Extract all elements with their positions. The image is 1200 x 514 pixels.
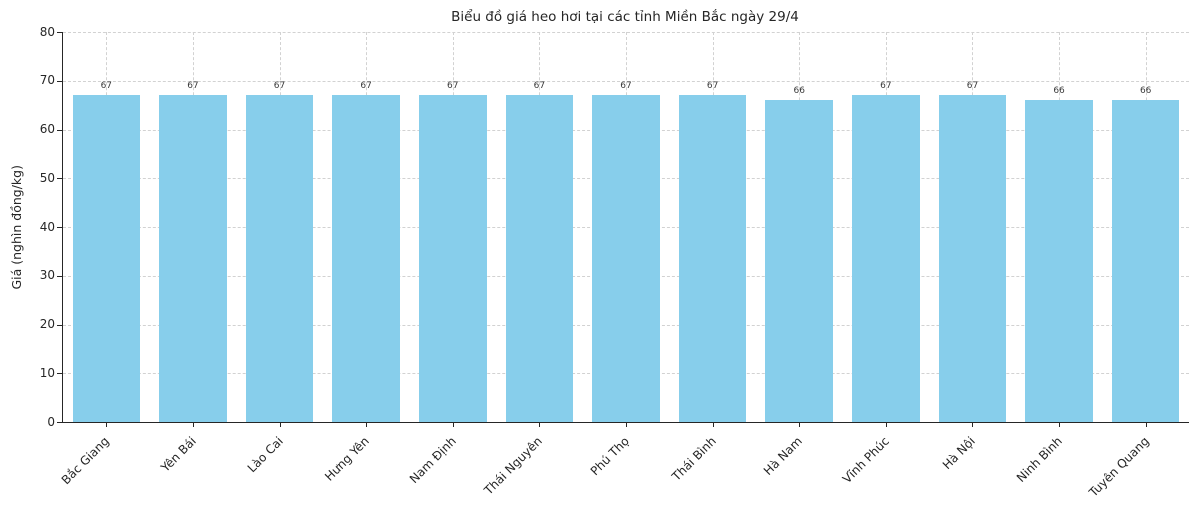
bar — [159, 95, 227, 422]
x-tick-mark — [1145, 422, 1147, 427]
x-tick-mark — [972, 422, 974, 427]
bar-value-label: 67 — [187, 81, 199, 92]
bar — [418, 95, 487, 422]
bar — [592, 95, 660, 422]
bar-value-label: 67 — [360, 81, 372, 92]
bar — [245, 95, 314, 422]
bar — [938, 95, 1007, 422]
x-tick-mark — [885, 422, 887, 427]
y-tick-label: 20 — [39, 317, 55, 331]
y-tick-label: 70 — [39, 73, 55, 88]
x-tick-label: Bắc Giang — [59, 434, 113, 488]
y-tick-label: 50 — [39, 170, 55, 185]
bar — [72, 95, 141, 422]
y-tick-mark — [57, 275, 63, 277]
bar — [852, 95, 920, 422]
y-tick-label: 80 — [39, 24, 55, 39]
bar-value-label: 67 — [620, 81, 632, 92]
x-tick-mark — [192, 422, 194, 427]
bar — [1111, 100, 1180, 422]
bar-value-label: 67 — [100, 81, 113, 92]
bar-value-label: 66 — [1139, 86, 1152, 97]
y-tick-label: 40 — [39, 219, 55, 234]
bar-value-label: 66 — [793, 86, 805, 97]
x-tick-mark — [1059, 422, 1061, 427]
y-tick-mark — [57, 80, 63, 82]
y-tick-label: 60 — [39, 122, 55, 136]
bar-value-label: 67 — [880, 81, 892, 92]
y-tick-mark — [57, 373, 63, 375]
bar-value-label: 67 — [966, 81, 979, 92]
x-tick-mark — [279, 422, 281, 427]
y-tick-label: 30 — [39, 268, 55, 283]
plot-area: 0 10 20 30 40 50 60 70 80 Bắc Giang Yên Bái Lào Cai… — [40, 25, 1189, 500]
bar — [332, 95, 400, 422]
bar — [505, 95, 574, 422]
x-tick-mark — [452, 422, 454, 427]
chart-title: Biểu đồ giá heo hơi tại các tỉnh Miền Bắ… — [451, 9, 799, 25]
x-tick-mark — [626, 422, 627, 427]
y-tick-label: 0 — [47, 414, 55, 429]
x-tick-mark — [712, 422, 714, 427]
x-tick-mark — [539, 422, 541, 427]
x-tick-mark — [366, 422, 368, 427]
x-tick-mark — [106, 422, 108, 427]
bar-value-label: 67 — [273, 81, 286, 92]
bar-value-label: 66 — [1053, 86, 1065, 97]
bar — [765, 100, 833, 422]
bar — [678, 95, 747, 422]
y-tick-label: 10 — [39, 365, 55, 380]
bar — [1025, 100, 1093, 422]
y-tick-mark — [57, 32, 63, 33]
y-tick-mark — [57, 422, 63, 423]
y-tick-mark — [57, 129, 63, 131]
y-tick-mark — [57, 178, 63, 180]
bar-value-label: 67 — [706, 81, 719, 92]
y-tick-mark — [57, 324, 63, 326]
y-tick-mark — [57, 227, 63, 228]
bar-value-label: 67 — [533, 81, 546, 92]
x-tick-mark — [799, 422, 801, 427]
bar-value-label: 67 — [447, 81, 459, 92]
